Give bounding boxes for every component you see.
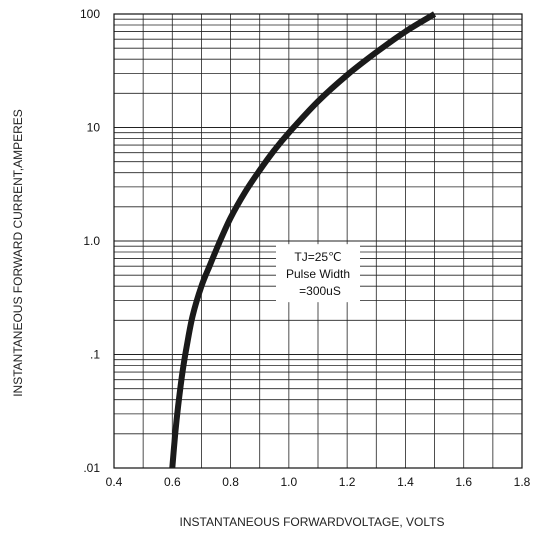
annotation-line-pulse-value: =300uS (299, 284, 341, 298)
y-tick-label: .1 (90, 348, 100, 362)
x-tick-label: 1.4 (397, 475, 414, 489)
series-layer (169, 11, 437, 469)
y-tick-label: 10 (87, 121, 101, 135)
y-tick-label: 1.0 (83, 234, 100, 248)
y-axis-title: INSTANTANEOUS FORWARD CURRENT,AMPERES (11, 109, 25, 397)
annotation-line-temperature: TJ=25℃ (294, 250, 341, 264)
plot-frame (113, 13, 523, 469)
x-tick-label: 0.6 (164, 475, 181, 489)
x-tick-label: 1.8 (514, 475, 531, 489)
grid (114, 14, 522, 468)
y-axis-ticks: 100 10 1.0 .1 .01 (80, 7, 100, 475)
annotation-box: TJ=25℃ Pulse Width =300uS (276, 244, 360, 303)
annotation-line-pulse-width: Pulse Width (286, 267, 350, 281)
x-tick-label: 1.2 (339, 475, 356, 489)
x-tick-label: 1.0 (281, 475, 298, 489)
annotation-background (276, 244, 360, 303)
x-tick-label: 0.4 (106, 475, 123, 489)
y-tick-label: .01 (83, 461, 100, 475)
plot-area (113, 13, 523, 469)
x-tick-label: 1.6 (455, 475, 472, 489)
x-tick-label: 0.8 (222, 475, 239, 489)
x-axis-ticks: 0.4 0.6 0.8 1.0 1.2 1.4 1.6 1.8 (106, 475, 531, 489)
x-axis-title: INSTANTANEOUS FORWARDVOLTAGE, VOLTS (180, 515, 445, 529)
y-tick-label: 100 (80, 7, 100, 21)
series-line-0 (169, 11, 437, 469)
